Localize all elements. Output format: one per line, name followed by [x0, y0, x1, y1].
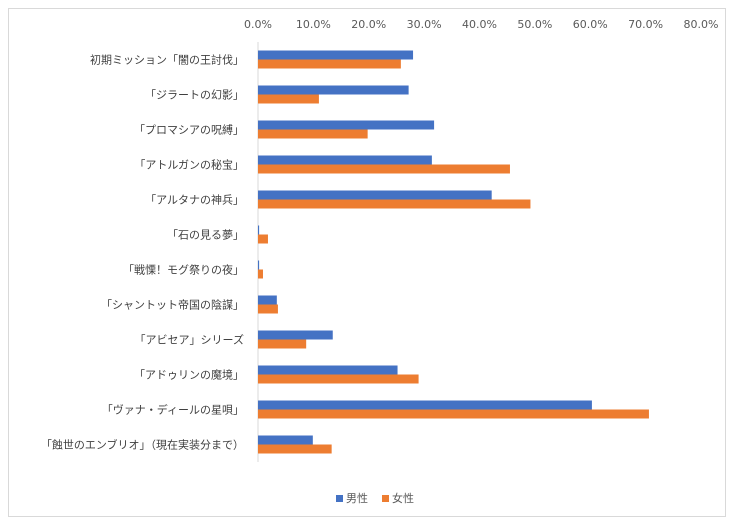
legend-swatch-male [336, 495, 343, 502]
y-category-label: 「アトルガンの秘宝」 [134, 158, 244, 172]
x-tick-label: 80.0% [684, 18, 719, 31]
y-category-label: 「アドゥリンの魔境」 [134, 368, 244, 382]
bar-female [258, 59, 401, 69]
legend: 男性 女性 [336, 491, 414, 505]
x-tick-label: 30.0% [407, 18, 442, 31]
y-category-label: 「蝕世のエンブリオ」（現在実装分まで） [41, 438, 244, 452]
x-tick-label: 40.0% [462, 18, 497, 31]
bar-male [258, 435, 313, 445]
chart-frame: 0.0% 10.0% 20.0% 30.0% 40.0% 50.0% 60.0% 70.0% 8… [8, 8, 726, 517]
bar-male [258, 330, 333, 340]
y-category-label: 「ジラートの幻影」 [145, 89, 244, 102]
bar-chart: 0.0% 10.0% 20.0% 30.0% 40.0% 50.0% 60.0% 70.0% 8… [41, 18, 719, 505]
y-axis-labels: 初期ミッション「闇の王討伐」「ジラートの幻影」「プロマシアの呪縛」「アトルガンの… [41, 53, 244, 452]
x-tick-label: 70.0% [628, 18, 663, 31]
bar-female [258, 444, 332, 454]
legend-swatch-female [382, 495, 389, 502]
x-axis-ticks: 0.0% 10.0% 20.0% 30.0% 40.0% 50.0% 60.0% 70.0% 8… [244, 18, 718, 31]
y-category-label: 「アルタナの神兵」 [145, 193, 244, 207]
bar-female [258, 339, 307, 349]
bar-female [258, 164, 510, 174]
bar-male [258, 260, 260, 270]
y-category-label: 「シャントット帝国の陰謀」 [101, 298, 244, 312]
bar-female [258, 129, 368, 139]
bar-male [258, 365, 398, 375]
bar-female [258, 199, 531, 209]
bar-female [258, 234, 268, 244]
y-category-label: 初期ミッション「闇の王討伐」 [90, 53, 244, 67]
x-tick-label: 20.0% [351, 18, 386, 31]
bar-male [258, 400, 592, 410]
x-tick-label: 60.0% [573, 18, 608, 31]
bar-male [258, 50, 414, 60]
bar-male [258, 295, 277, 305]
bar-male [258, 85, 409, 95]
y-category-label: 「戦慄！モグ祭りの夜」 [123, 263, 244, 277]
bar-female [258, 304, 278, 314]
x-tick-label: 50.0% [517, 18, 552, 31]
y-category-label: 「プロマシアの呪縛」 [134, 123, 244, 137]
bar-male [258, 155, 432, 165]
bar-female [258, 94, 319, 104]
bars [258, 50, 649, 454]
y-category-label: 「アビセア」シリーズ [135, 333, 244, 347]
bar-male [258, 225, 260, 235]
bar-male [258, 190, 492, 200]
x-tick-label: 0.0% [244, 18, 272, 31]
legend-label-male: 男性 [346, 491, 368, 505]
bar-male [258, 120, 435, 130]
bar-female [258, 269, 263, 279]
bar-female [258, 374, 419, 384]
y-category-label: 「石の見る夢」 [167, 229, 244, 242]
y-category-label: 「ヴァナ・ディールの星唄」 [102, 403, 244, 417]
bar-female [258, 409, 649, 419]
legend-label-female: 女性 [392, 491, 414, 505]
x-tick-label: 10.0% [296, 18, 331, 31]
